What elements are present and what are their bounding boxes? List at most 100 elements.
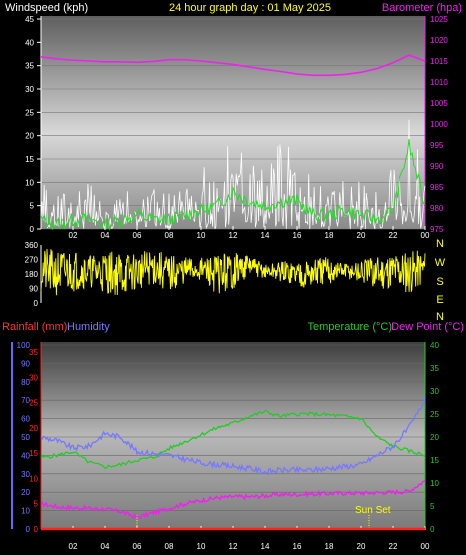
x-tick-label: 06: [133, 542, 142, 551]
x-tick-label: 00: [421, 231, 430, 240]
humidity-label: Humidity: [67, 321, 110, 333]
direction-tick-label: 0: [34, 299, 39, 308]
x-tick-label: 22: [389, 231, 398, 240]
x-tick-label: 12: [229, 231, 238, 240]
wind-series: [40, 54, 426, 231]
windspeed-tick-label: 0: [30, 225, 35, 234]
x-tick-label: 04: [101, 231, 110, 240]
windspeed-tick-label: 15: [25, 155, 34, 164]
humidity-series: [40, 397, 426, 476]
temp-panel-background: [41, 342, 425, 529]
humidity-tick-label: 60: [21, 415, 30, 424]
barometer-tick-label: 995: [430, 141, 444, 150]
windspeed-tick-label: 10: [25, 178, 34, 187]
temperature-tick-label: 40: [430, 341, 439, 350]
wind-panel-grid: [41, 18, 425, 230]
barometer-tick-label: 1000: [430, 120, 448, 129]
rainfall-label: Rainfall (mm): [2, 321, 67, 333]
direction-tick-label: 270: [25, 256, 39, 265]
windspeed-label: Windspeed (kph): [5, 2, 88, 14]
barometer-tick-label: 975: [430, 225, 444, 234]
x-tick-label: 12: [229, 542, 238, 551]
temperature-axis: 0 5 10 15 20 25 30 35 40: [424, 341, 439, 534]
graph-title: 24 hour graph day : 01 May 2025: [169, 2, 331, 14]
compass-label: E: [436, 294, 443, 306]
windspeed-tick-label: 45: [25, 15, 34, 24]
wind-x-axis: 02 04 06 08 10 12 14 16 18 20 22 00: [69, 226, 430, 240]
average-wind-series: [40, 138, 426, 231]
temperature-tick-label: 15: [430, 456, 439, 465]
temperature-tick-label: 35: [430, 364, 439, 373]
x-tick-label: 16: [293, 231, 302, 240]
humidity-tick-label: 90: [21, 359, 30, 368]
x-tick-label: 20: [357, 231, 366, 240]
humidity-tick-label: 10: [21, 507, 30, 516]
temperature-tick-label: 10: [430, 479, 439, 488]
dewpoint-label: Dew Point (°C): [391, 321, 464, 333]
humidity-tick-label: 70: [21, 396, 30, 405]
x-tick-label: 16: [293, 542, 302, 551]
windspeed-tick-label: 25: [25, 108, 34, 117]
x-tick-label: 20: [357, 542, 366, 551]
windspeed-tick-label: 30: [25, 85, 34, 94]
rainfall-tick-label: 0: [34, 525, 39, 534]
rainfall-tick-label: 35: [29, 348, 38, 357]
barometer-tick-label: 980: [430, 204, 444, 213]
windspeed-tick-label: 5: [30, 202, 35, 211]
compass-label: N: [436, 311, 444, 323]
rainfall-tick-label: 20: [29, 424, 38, 433]
windspeed-axis: 0 5 10 15 20 25 30 35 40 45: [25, 15, 42, 234]
windspeed-tick-label: 35: [25, 62, 34, 71]
x-tick-label: 02: [69, 542, 78, 551]
wind-panel-background: [41, 16, 425, 229]
x-tick-label: 22: [389, 542, 398, 551]
barometer-label: Barometer (hpa): [382, 2, 462, 14]
x-tick-label: 00: [421, 542, 430, 551]
windspeed-series: [40, 119, 426, 230]
humidity-tick-label: 20: [21, 488, 30, 497]
barometer-axis: 975 980 985 990 995 1000 1005 1010 1015 1020 1025: [424, 15, 448, 234]
temp-series: [40, 397, 426, 531]
x-tick-label: 02: [69, 231, 78, 240]
x-tick-label: 06: [133, 231, 142, 240]
barometer-series: [40, 54, 426, 77]
temperature-tick-label: 30: [430, 387, 439, 396]
x-tick-label: 14: [261, 231, 270, 240]
x-tick-label: 08: [165, 542, 174, 551]
x-tick-label: 14: [261, 542, 270, 551]
humidity-tick-label: 80: [21, 378, 30, 387]
rainfall-tick-label: 5: [34, 500, 39, 509]
temperature-tick-label: 5: [430, 502, 435, 511]
x-tick-label: 08: [165, 231, 174, 240]
compass-label: N: [436, 238, 444, 250]
barometer-tick-label: 1025: [430, 15, 448, 24]
humidity-tick-label: 40: [21, 451, 30, 460]
x-tick-label: 18: [325, 231, 334, 240]
humidity-tick-label: 30: [21, 470, 30, 479]
temperature-series: [40, 409, 426, 469]
wind-direction-series: [40, 248, 426, 296]
x-tick-label: 18: [325, 542, 334, 551]
direction-tick-label: 180: [25, 270, 39, 279]
x-tick-label: 10: [197, 542, 206, 551]
barometer-tick-label: 1015: [430, 57, 448, 66]
humidity-tick-label: 50: [21, 433, 30, 442]
rainfall-tick-label: 30: [29, 373, 38, 382]
barometer-tick-label: 1005: [430, 99, 448, 108]
barometer-tick-label: 990: [430, 162, 444, 171]
direction-axis: 0 90 180 270 360: [25, 241, 42, 308]
temperature-tick-label: 0: [430, 525, 435, 534]
temperature-tick-label: 20: [430, 433, 439, 442]
direction-series: [40, 248, 426, 296]
windspeed-tick-label: 40: [25, 38, 34, 47]
temp-x-axis: 02 04 06 08 10 12 14 16 18 20 22 00: [69, 526, 430, 551]
rainfall-tick-label: 25: [29, 399, 38, 408]
humidity-axis: 0 10 20 30 40 50 60 70 80 90 100: [11, 341, 31, 534]
humidity-tick-label: 0: [26, 525, 31, 534]
temperature-tick-label: 25: [430, 410, 439, 419]
sunset-label: Sun Set: [355, 505, 391, 516]
barometer-tick-label: 985: [430, 183, 444, 192]
direction-tick-label: 90: [29, 285, 38, 294]
windspeed-tick-label: 20: [25, 132, 34, 141]
